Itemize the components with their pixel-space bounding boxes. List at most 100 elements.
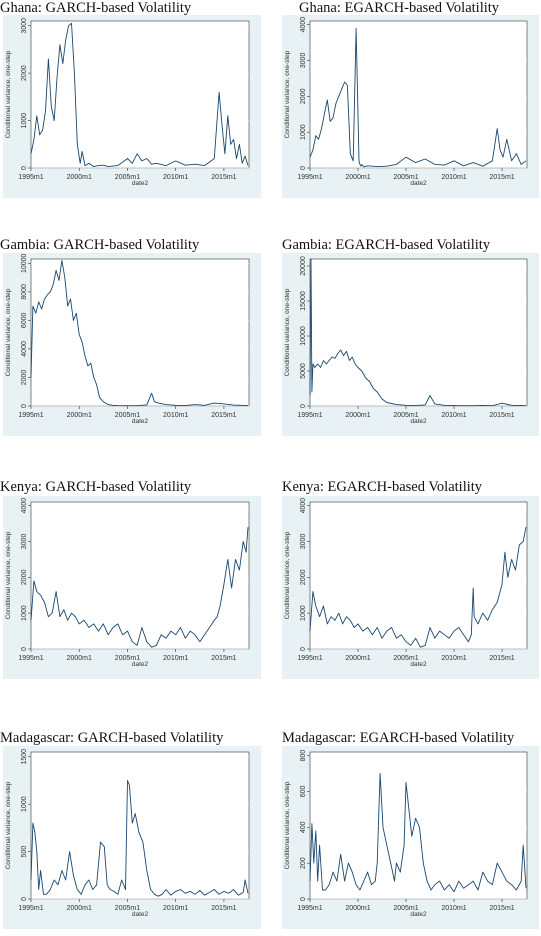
y-tick-label: 1000 bbox=[21, 113, 28, 129]
x-tick-label: 2000m1 bbox=[345, 905, 370, 912]
x-tick-label: 2000m1 bbox=[345, 174, 370, 181]
y-tick-label: 1500 bbox=[21, 749, 28, 765]
chart-panel: 0 1000 2000 3000 4000 1995m1 2000m1 2005m1 2010m… bbox=[282, 496, 539, 679]
x-axis-label: date2 bbox=[410, 911, 427, 918]
x-tick-label: 2015m1 bbox=[211, 174, 236, 181]
y-axis-label: Conditional variance, one-step bbox=[5, 50, 12, 138]
y-tick-label: 0 bbox=[21, 897, 28, 901]
chart-title: Ghana: GARCH-based Volatility bbox=[0, 0, 192, 16]
y-tick-label: 3000 bbox=[21, 534, 28, 550]
y-tick-label: 2000 bbox=[21, 65, 28, 81]
chart-title: Madagascar: GARCH-based Volatility bbox=[0, 730, 224, 746]
x-tick-label: 2010m1 bbox=[441, 655, 466, 662]
x-tick-label: 1995m1 bbox=[297, 174, 322, 181]
y-tick-label: 4000 bbox=[300, 17, 307, 33]
y-tick-label: 500 bbox=[21, 846, 28, 858]
y-tick-label: 800 bbox=[300, 750, 307, 762]
series-line bbox=[30, 780, 249, 897]
y-tick-label: 15000 bbox=[300, 291, 307, 311]
x-tick-label: 2000m1 bbox=[67, 174, 92, 181]
y-tick-label: 0 bbox=[300, 647, 307, 651]
y-tick-label: 3000 bbox=[300, 534, 307, 550]
chart-panel: 0 1000 2000 3000 4000 1995m1 2000m1 2005m1 2010m… bbox=[3, 496, 261, 679]
plot-area bbox=[309, 20, 528, 169]
y-axis-label: Conditional variance, one-step bbox=[5, 781, 12, 869]
series-line bbox=[309, 773, 527, 893]
plot-area bbox=[30, 258, 250, 407]
y-axis-label: Conditional variance, one-step bbox=[284, 531, 291, 619]
y-tick-label: 0 bbox=[21, 404, 28, 408]
series-line bbox=[309, 258, 527, 407]
x-tick-label: 2015m1 bbox=[489, 655, 514, 662]
series-line bbox=[30, 527, 249, 648]
x-tick-label: 2015m1 bbox=[211, 905, 236, 912]
y-tick-label: 2000 bbox=[300, 569, 307, 585]
y-tick-label: 20000 bbox=[300, 256, 307, 276]
x-tick-label: 2015m1 bbox=[489, 412, 514, 419]
x-axis-label: date2 bbox=[410, 180, 427, 187]
y-tick-label: 0 bbox=[21, 647, 28, 651]
chart-panel: 0 1000 2000 3000 1995m1 2000m1 2005m1 2010m1 201… bbox=[3, 15, 261, 198]
y-tick-label: 0 bbox=[300, 404, 307, 408]
chart-panel: 0 200 400 600 800 1995m1 2000m1 2005m1 2010m1 201… bbox=[282, 746, 539, 929]
x-tick-label: 2000m1 bbox=[67, 905, 92, 912]
series-line bbox=[309, 527, 527, 648]
y-tick-label: 4000 bbox=[300, 498, 307, 514]
y-tick-label: 0 bbox=[300, 166, 307, 170]
x-tick-label: 2010m1 bbox=[441, 905, 466, 912]
plot-area bbox=[309, 258, 528, 407]
chart-panel: 0 1000 2000 3000 4000 1995m1 2000m1 2005m1 2010m… bbox=[282, 15, 539, 198]
y-tick-label: 4000 bbox=[21, 498, 28, 514]
plot-area bbox=[30, 751, 250, 900]
y-axis-label: Conditional variance, one-step bbox=[5, 531, 12, 619]
y-tick-label: 200 bbox=[300, 857, 307, 869]
y-tick-label: 4000 bbox=[21, 341, 28, 357]
x-tick-label: 2010m1 bbox=[163, 412, 188, 419]
y-tick-label: 0 bbox=[21, 166, 28, 170]
x-axis-label: date2 bbox=[132, 180, 149, 187]
chart-title: Madagascar: EGARCH-based Volatility bbox=[282, 730, 515, 746]
x-tick-label: 2000m1 bbox=[67, 655, 92, 662]
x-axis-label: date2 bbox=[132, 661, 149, 668]
chart-panel: 0 2000 4000 6000 8000 10000 1995m1 2000m1 2005m1… bbox=[3, 253, 261, 436]
x-axis-label: date2 bbox=[410, 661, 427, 668]
y-tick-label: 3000 bbox=[21, 18, 28, 34]
chart-title: Gambia: GARCH-based Volatility bbox=[0, 237, 200, 253]
y-tick-label: 1000 bbox=[300, 124, 307, 140]
series-line bbox=[30, 259, 249, 407]
y-tick-label: 10000 bbox=[300, 326, 307, 346]
x-tick-label: 1995m1 bbox=[297, 905, 322, 912]
y-tick-label: 10000 bbox=[21, 253, 28, 273]
chart-title: Kenya: EGARCH-based Volatility bbox=[282, 479, 483, 495]
y-axis-label: Conditional variance, one-step bbox=[284, 50, 291, 138]
chart-panel: 0 500 1000 1500 1995m1 2000m1 2005m1 2010m1 2015… bbox=[3, 746, 261, 929]
x-axis-label: date2 bbox=[132, 911, 149, 918]
x-tick-label: 2000m1 bbox=[345, 655, 370, 662]
x-tick-label: 2005m1 bbox=[115, 655, 140, 662]
x-tick-label: 2010m1 bbox=[441, 412, 466, 419]
x-axis-label: date2 bbox=[132, 418, 149, 425]
x-tick-label: 1995m1 bbox=[18, 174, 43, 181]
y-tick-label: 8000 bbox=[21, 284, 28, 300]
x-tick-label: 1995m1 bbox=[18, 655, 43, 662]
y-tick-label: 2000 bbox=[300, 88, 307, 104]
chart-title: Kenya: GARCH-based Volatility bbox=[0, 479, 192, 495]
x-tick-label: 1995m1 bbox=[18, 905, 43, 912]
plot-area bbox=[309, 501, 528, 650]
y-tick-label: 0 bbox=[300, 897, 307, 901]
y-axis-label: Conditional variance, one-step bbox=[284, 781, 291, 869]
y-tick-label: 1000 bbox=[21, 605, 28, 621]
x-tick-label: 2000m1 bbox=[345, 412, 370, 419]
x-tick-label: 2005m1 bbox=[393, 174, 418, 181]
y-axis-label: Conditional variance, one-step bbox=[5, 288, 12, 376]
y-tick-label: 1000 bbox=[300, 605, 307, 621]
x-tick-label: 2010m1 bbox=[441, 174, 466, 181]
x-tick-label: 1995m1 bbox=[18, 412, 43, 419]
y-tick-label: 6000 bbox=[21, 312, 28, 328]
x-tick-label: 2010m1 bbox=[163, 655, 188, 662]
x-tick-label: 2015m1 bbox=[211, 412, 236, 419]
x-tick-label: 2015m1 bbox=[489, 174, 514, 181]
y-axis-label: Conditional variance, one-step bbox=[284, 288, 291, 376]
series-line bbox=[30, 22, 249, 168]
plot-area bbox=[30, 20, 250, 169]
